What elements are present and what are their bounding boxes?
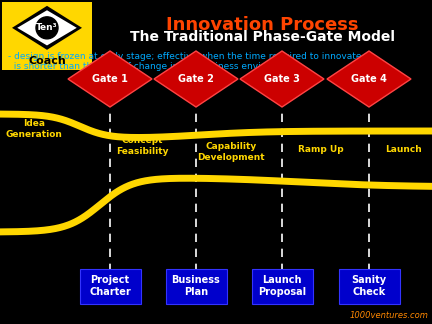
Text: - design is frozen at early stage; effective when the time required to innovate: - design is frozen at early stage; effec…: [8, 52, 362, 61]
Text: Sanity
Check: Sanity Check: [352, 275, 387, 297]
Polygon shape: [17, 10, 77, 45]
Text: Coach: Coach: [28, 56, 66, 66]
Polygon shape: [154, 51, 238, 107]
Text: Gate 2: Gate 2: [178, 74, 214, 84]
Polygon shape: [68, 51, 152, 107]
Text: 1000ventures.com: 1000ventures.com: [349, 311, 428, 320]
FancyBboxPatch shape: [165, 269, 226, 304]
FancyBboxPatch shape: [79, 269, 140, 304]
Text: Business
Plan: Business Plan: [172, 275, 220, 297]
Text: Gate 3: Gate 3: [264, 74, 300, 84]
FancyBboxPatch shape: [2, 2, 92, 70]
Polygon shape: [240, 51, 324, 107]
Text: Ramp Up: Ramp Up: [298, 145, 344, 154]
Text: Concept
Feasibility: Concept Feasibility: [116, 136, 168, 156]
Text: Gate 4: Gate 4: [351, 74, 387, 84]
Text: is shorter than the rate of change in the business environment: is shorter than the rate of change in th…: [8, 62, 299, 71]
Text: Innovation Process: Innovation Process: [166, 16, 358, 34]
Text: Gate 1: Gate 1: [92, 74, 128, 84]
Text: The Traditional Phase-Gate Model: The Traditional Phase-Gate Model: [130, 30, 394, 44]
Circle shape: [36, 17, 58, 39]
FancyBboxPatch shape: [339, 269, 400, 304]
Text: Project
Charter: Project Charter: [89, 275, 131, 297]
Polygon shape: [327, 51, 411, 107]
Text: Ten³: Ten³: [36, 23, 58, 32]
Text: Capability
Development: Capability Development: [197, 142, 265, 162]
Polygon shape: [12, 6, 82, 50]
Text: Launch
Proposal: Launch Proposal: [258, 275, 306, 297]
FancyBboxPatch shape: [251, 269, 312, 304]
Text: Launch: Launch: [384, 145, 421, 154]
Text: Idea
Generation: Idea Generation: [6, 119, 63, 139]
